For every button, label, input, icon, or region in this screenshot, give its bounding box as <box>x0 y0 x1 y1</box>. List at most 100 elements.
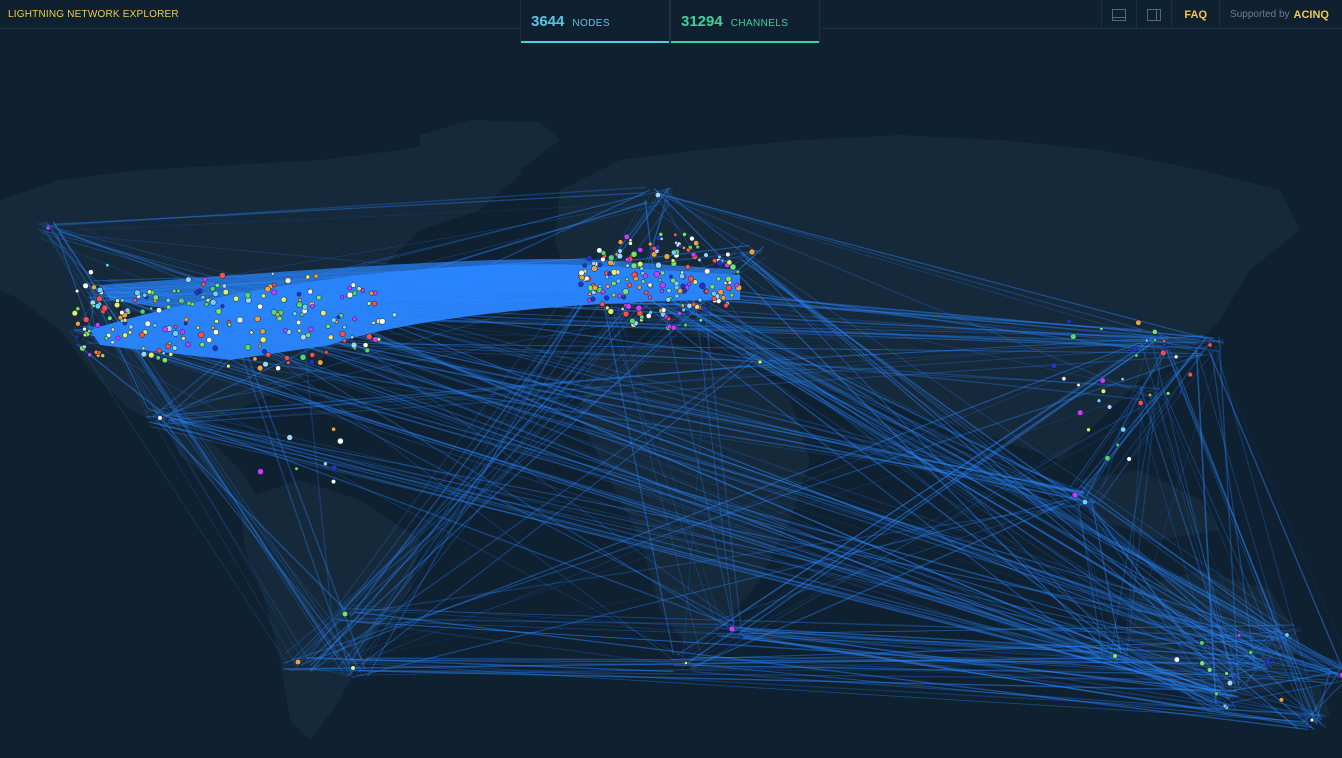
node-marker[interactable] <box>337 437 344 445</box>
node-marker[interactable] <box>1214 691 1219 697</box>
node-marker[interactable] <box>296 291 302 297</box>
node-marker[interactable] <box>172 330 179 337</box>
node-marker[interactable] <box>666 323 672 330</box>
node-marker[interactable] <box>201 281 206 287</box>
node-marker[interactable] <box>1148 393 1152 397</box>
node-marker[interactable] <box>716 298 722 304</box>
node-marker[interactable] <box>680 303 685 308</box>
node-marker[interactable] <box>600 256 606 263</box>
node-marker[interactable] <box>259 336 267 344</box>
node-marker[interactable] <box>204 302 209 307</box>
node-marker[interactable] <box>630 251 638 258</box>
node-marker[interactable] <box>1153 338 1157 342</box>
node-marker[interactable] <box>87 328 92 334</box>
node-marker[interactable] <box>172 345 178 351</box>
node-marker[interactable] <box>299 354 307 361</box>
node-marker[interactable] <box>711 296 717 302</box>
node-marker[interactable] <box>630 262 638 269</box>
node-marker[interactable] <box>604 274 610 280</box>
node-marker[interactable] <box>309 352 316 358</box>
node-marker[interactable] <box>215 308 222 315</box>
node-marker[interactable] <box>82 326 87 332</box>
node-marker[interactable] <box>1066 318 1072 324</box>
node-marker[interactable] <box>1152 329 1158 335</box>
node-marker[interactable] <box>688 275 695 282</box>
node-marker[interactable] <box>212 290 219 297</box>
node-marker[interactable] <box>156 307 162 314</box>
node-marker[interactable] <box>669 274 673 279</box>
node-marker[interactable] <box>625 263 630 268</box>
node-marker[interactable] <box>352 290 358 296</box>
node-marker[interactable] <box>115 335 121 341</box>
node-marker[interactable] <box>185 341 191 348</box>
node-marker[interactable] <box>356 286 362 292</box>
node-marker[interactable] <box>1126 456 1132 462</box>
node-marker[interactable] <box>347 285 353 291</box>
node-marker[interactable] <box>697 258 702 262</box>
node-marker[interactable] <box>183 317 189 322</box>
node-marker[interactable] <box>254 315 261 322</box>
node-marker[interactable] <box>286 434 293 441</box>
node-marker[interactable] <box>682 232 687 237</box>
node-marker[interactable] <box>658 278 662 282</box>
node-marker[interactable] <box>317 359 324 366</box>
node-marker[interactable] <box>214 318 219 324</box>
node-marker[interactable] <box>205 298 211 303</box>
node-marker[interactable] <box>261 293 266 299</box>
node-marker[interactable] <box>183 321 188 326</box>
node-marker[interactable] <box>697 297 703 303</box>
node-marker[interactable] <box>645 313 652 319</box>
node-marker[interactable] <box>1115 443 1120 447</box>
node-marker[interactable] <box>1061 376 1067 382</box>
node-marker[interactable] <box>717 288 724 296</box>
node-marker[interactable] <box>664 314 669 319</box>
node-marker[interactable] <box>1278 697 1284 703</box>
node-marker[interactable] <box>294 466 299 471</box>
node-marker[interactable] <box>110 340 115 345</box>
node-marker[interactable] <box>214 282 220 288</box>
node-marker[interactable] <box>147 289 153 295</box>
node-marker[interactable] <box>622 288 629 295</box>
node-marker[interactable] <box>179 329 186 335</box>
node-marker[interactable] <box>660 270 665 276</box>
node-marker[interactable] <box>1137 400 1144 406</box>
node-marker[interactable] <box>75 321 81 327</box>
node-marker[interactable] <box>350 335 355 340</box>
node-marker[interactable] <box>115 298 120 303</box>
node-marker[interactable] <box>685 247 691 253</box>
node-marker[interactable] <box>75 289 80 294</box>
node-marker[interactable] <box>1134 353 1139 358</box>
node-marker[interactable] <box>608 254 615 261</box>
node-marker[interactable] <box>162 326 168 333</box>
node-marker[interactable] <box>623 233 630 240</box>
node-marker[interactable] <box>270 272 275 276</box>
node-marker[interactable] <box>637 261 644 268</box>
node-marker[interactable] <box>670 324 677 331</box>
node-marker[interactable] <box>94 303 101 310</box>
node-marker[interactable] <box>176 288 181 294</box>
node-marker[interactable] <box>310 303 315 309</box>
node-marker[interactable] <box>139 332 145 338</box>
node-marker[interactable] <box>651 246 657 251</box>
node-marker[interactable] <box>275 365 281 371</box>
node-marker[interactable] <box>680 270 684 275</box>
node-marker[interactable] <box>119 310 125 316</box>
node-marker[interactable] <box>168 351 174 357</box>
node-marker[interactable] <box>1144 338 1149 343</box>
node-marker[interactable] <box>292 311 298 317</box>
node-marker[interactable] <box>220 304 225 309</box>
node-marker[interactable] <box>1076 383 1081 387</box>
node-marker[interactable] <box>330 464 338 472</box>
node-marker[interactable] <box>144 320 151 327</box>
node-marker[interactable] <box>607 271 612 276</box>
node-marker[interactable] <box>677 288 683 294</box>
node-marker[interactable] <box>659 282 666 289</box>
node-marker[interactable] <box>199 341 205 348</box>
node-marker[interactable] <box>360 288 366 293</box>
node-marker[interactable] <box>284 355 290 361</box>
node-marker[interactable] <box>1309 717 1315 723</box>
node-marker[interactable] <box>673 232 678 237</box>
node-marker[interactable] <box>1071 491 1079 499</box>
node-marker[interactable] <box>1132 345 1139 353</box>
node-marker[interactable] <box>82 332 88 338</box>
